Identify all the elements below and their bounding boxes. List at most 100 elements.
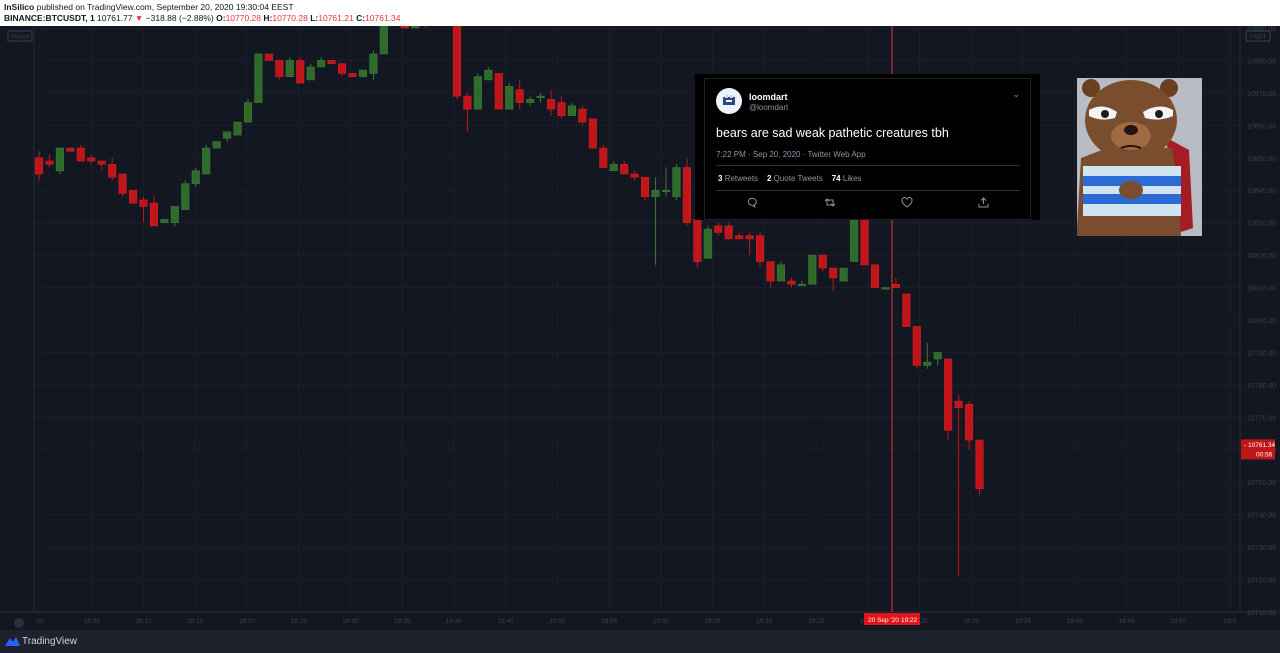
time-tick-label: 18:45 — [498, 618, 515, 625]
candle-body — [912, 326, 921, 366]
like-count[interactable]: 74 — [831, 174, 841, 183]
price-change: −318.88 (−2.88%) — [145, 13, 214, 23]
candle-body — [661, 189, 671, 193]
candle-body — [682, 167, 691, 223]
candlestick-chart[interactable]: 10890.00 10880.00 10870.00 10860.00 10850.00… — [0, 26, 1280, 630]
candle-body — [369, 53, 378, 74]
candle-body — [839, 267, 848, 282]
candle-body — [160, 219, 169, 223]
candle-body — [829, 267, 838, 279]
price-tick-label: 10820.00 — [1247, 253, 1276, 260]
candle-body — [630, 173, 639, 178]
like-label[interactable]: Likes — [842, 174, 862, 183]
open-label: O: — [216, 13, 226, 23]
tweet-author-handle[interactable]: @loomdart — [749, 103, 789, 112]
candle-body — [233, 121, 242, 136]
tweet-avatar[interactable] — [716, 88, 742, 114]
time-tick-label: 18:20 — [239, 618, 256, 625]
price-tick-label: 10840.00 — [1247, 188, 1276, 195]
candle-body — [651, 189, 660, 198]
candle-body — [484, 69, 493, 81]
countdown-label: 00:56 — [1256, 451, 1273, 458]
candle-body — [254, 53, 263, 103]
candle-body — [672, 167, 681, 198]
price-tick-label: 10880.00 — [1247, 58, 1276, 65]
chevron-down-icon[interactable]: ⌄ — [1012, 89, 1020, 99]
price-tick-label: 10780.00 — [1247, 383, 1276, 390]
candle-body — [776, 264, 786, 282]
candle-body — [881, 287, 890, 290]
price-tick-label: 10730.00 — [1247, 545, 1276, 552]
unit-tag: USDT — [1250, 35, 1267, 41]
quote-tweet-count[interactable]: 2 — [766, 174, 772, 183]
high-value: 10770.28 — [272, 13, 308, 23]
candle-body — [536, 95, 545, 98]
time-tick-label: 00 — [36, 618, 44, 625]
chart-svg[interactable]: 10890.00 10880.00 10870.00 10860.00 10850.00… — [0, 26, 1280, 630]
publish-line: InSilico published on TradingView.com, S… — [4, 2, 294, 13]
candle-body — [797, 284, 806, 287]
time-tick-label: 18:35 — [394, 618, 411, 625]
candle-body — [870, 264, 880, 288]
candle-body — [902, 293, 911, 327]
candle-body — [787, 280, 796, 285]
candle-body — [170, 206, 179, 223]
candle-body — [975, 439, 984, 490]
candle-body — [379, 26, 388, 55]
time-tick-label: 19:10 — [756, 618, 773, 625]
share-icon[interactable] — [978, 197, 989, 211]
time-tick-label: 18:55 — [601, 618, 618, 625]
candle-body — [463, 95, 472, 110]
candle-body — [494, 73, 503, 110]
unit-tag-box — [1245, 30, 1271, 42]
time-tick-label: 19:15 — [808, 618, 825, 625]
price-tick-label: 10750.00 — [1247, 480, 1276, 487]
candle-body — [202, 147, 211, 175]
candle-body — [599, 147, 608, 168]
candle-body — [567, 105, 577, 116]
quote-tweet-label[interactable]: Quote Tweets — [773, 174, 823, 183]
candle-body — [108, 163, 117, 178]
like-icon[interactable] — [901, 197, 913, 211]
time-tick-label: 19:05 — [704, 618, 721, 625]
candle-body — [87, 157, 96, 162]
tweet-meta: 7:22 PM · Sep 20, 2020 · Twitter Web App — [716, 150, 866, 159]
tradingview-logo-icon[interactable] — [5, 636, 20, 649]
time-tick-label: 18:25 — [291, 618, 308, 625]
candle-body — [546, 99, 556, 110]
author-name[interactable]: InSilico — [4, 2, 35, 12]
change-arrow-icon: ▼ — [134, 13, 144, 23]
candle-body — [515, 89, 524, 103]
candle-body — [745, 235, 754, 240]
tweet-text: bears are sad weak pathetic creatures tb… — [716, 126, 949, 140]
candle-body — [588, 118, 597, 149]
candle-body — [933, 352, 942, 360]
candle-body — [348, 73, 357, 77]
candle-body — [400, 26, 409, 29]
price-tick-label: 10830.00 — [1247, 221, 1276, 228]
retweet-count[interactable]: 3 — [718, 174, 723, 183]
time-tick-label: 18:40 — [446, 618, 463, 625]
tweet-divider — [716, 190, 1020, 191]
price-tick-label: 10810.00 — [1247, 286, 1276, 293]
candle-body — [724, 225, 733, 240]
retweet-icon[interactable] — [824, 197, 836, 211]
tweet-author-name[interactable]: loomdart — [749, 92, 788, 102]
tweet-stats: 3 Retweets 2 Quote Tweets 74 Likes — [718, 174, 862, 183]
footer-brand[interactable]: TradingView — [22, 636, 78, 647]
candle-body — [557, 102, 566, 116]
retweet-label[interactable]: Retweets — [724, 174, 759, 183]
candle-body — [578, 108, 587, 123]
candle-body — [954, 400, 963, 408]
candle-body — [964, 404, 974, 441]
reply-icon[interactable] — [747, 197, 758, 211]
time-tick-label: 19:50 — [1170, 618, 1187, 625]
candle-body — [609, 163, 618, 172]
candle-body — [703, 228, 712, 259]
price-tick-label: 10890.00 — [1247, 26, 1276, 33]
candle-body — [66, 147, 75, 152]
symbol-label[interactable]: BINANCE:BTCUSDT, 1 — [4, 13, 95, 23]
candle-body — [766, 261, 775, 282]
time-tick-label: 19:5 — [1224, 618, 1237, 625]
time-tick-label: 19:45 — [1118, 618, 1135, 625]
